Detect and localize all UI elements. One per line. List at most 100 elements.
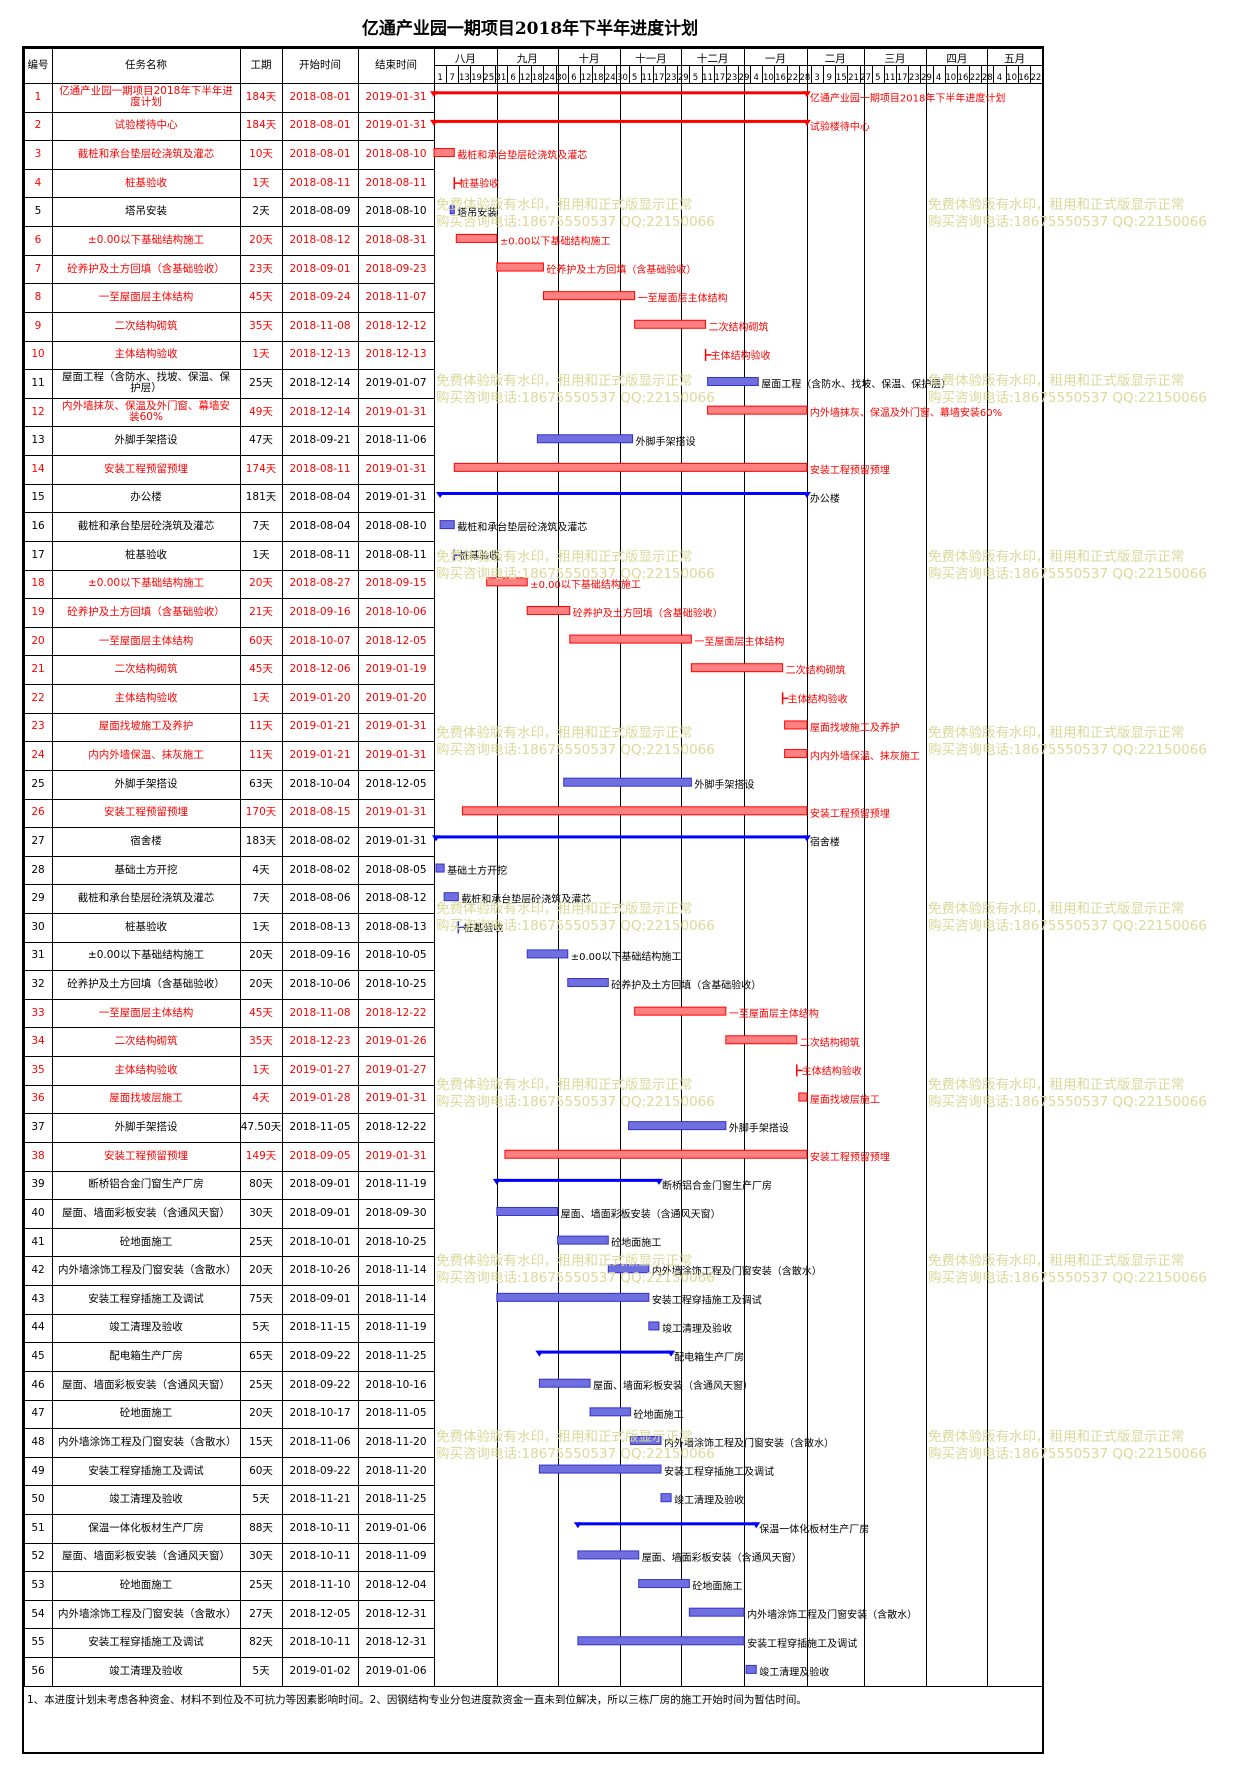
task-end: 2018-11-25 bbox=[365, 1493, 427, 1506]
grid-line bbox=[24, 912, 434, 914]
task-start: 2018-11-05 bbox=[289, 1121, 351, 1134]
bar-label: 截桩和承台垫层砼浇筑及灌芯 bbox=[457, 149, 587, 162]
grid-line bbox=[24, 283, 434, 285]
bar-label: 内内外墙保温、抹灰施工 bbox=[810, 750, 920, 763]
task-duration: 35天 bbox=[249, 319, 273, 332]
task-bar bbox=[496, 262, 544, 272]
day-label: 24 bbox=[604, 73, 616, 83]
row-no: 22 bbox=[31, 691, 45, 704]
task-end: 2018-10-06 bbox=[365, 605, 427, 618]
day-label: 11 bbox=[641, 73, 653, 83]
task-end: 2018-11-06 bbox=[365, 434, 427, 447]
task-end: 2018-12-22 bbox=[365, 1006, 427, 1019]
month-label: 八月 bbox=[454, 53, 476, 65]
month-label: 十一月 bbox=[635, 53, 667, 65]
task-end: 2019-01-31 bbox=[365, 119, 427, 132]
grid-line bbox=[434, 48, 435, 1686]
task-start: 2018-11-10 bbox=[289, 1579, 351, 1592]
header-start: 开始时间 bbox=[299, 59, 341, 71]
task-duration: 20天 bbox=[249, 1264, 273, 1277]
day-label: 3 bbox=[814, 73, 820, 83]
task-end: 2018-12-13 bbox=[365, 348, 427, 361]
task-bar bbox=[630, 1435, 662, 1445]
row-no: 26 bbox=[31, 806, 45, 819]
summary-cap bbox=[432, 835, 441, 842]
row-no: 3 bbox=[34, 148, 42, 161]
day-label: 29 bbox=[921, 73, 932, 83]
grid-line bbox=[24, 1084, 434, 1086]
task-duration: 47天 bbox=[249, 434, 273, 447]
bar-label: 外脚手架搭设 bbox=[694, 778, 754, 791]
task-duration: 25天 bbox=[249, 1378, 273, 1391]
bar-label: 砼养护及土方回填（含基础验收） bbox=[611, 979, 761, 992]
summary-cap bbox=[492, 1178, 501, 1185]
task-bar bbox=[461, 806, 808, 816]
task-end: 2018-08-13 bbox=[365, 920, 427, 933]
task-bar bbox=[557, 1235, 609, 1245]
task-start: 2018-08-01 bbox=[289, 90, 351, 103]
grid-line bbox=[282, 48, 283, 1686]
grid-line bbox=[24, 426, 434, 428]
task-bar bbox=[577, 1550, 640, 1560]
task-start: 2018-08-01 bbox=[289, 119, 351, 132]
row-no: 15 bbox=[31, 491, 45, 504]
grid-line bbox=[24, 140, 434, 142]
grid-line bbox=[677, 65, 679, 83]
grid-line bbox=[24, 311, 434, 313]
task-end: 2018-11-14 bbox=[365, 1292, 427, 1305]
bar-label: 外脚手架搭设 bbox=[729, 1122, 789, 1135]
bar-label: 砼养护及土方回填（含基础验收） bbox=[546, 263, 696, 276]
task-duration: 5天 bbox=[252, 1493, 270, 1506]
task-name: 一至屋面层主体结构 bbox=[98, 1006, 194, 1019]
task-duration: 184天 bbox=[245, 119, 277, 132]
day-label: 22 bbox=[787, 73, 799, 83]
task-start: 2019-01-21 bbox=[289, 749, 351, 762]
summary-bar bbox=[539, 1350, 672, 1354]
bar-label: 试验楼待中心 bbox=[810, 120, 870, 133]
task-start: 2018-09-22 bbox=[289, 1464, 351, 1477]
day-label: 19 bbox=[471, 73, 482, 83]
task-duration: 20天 bbox=[249, 577, 273, 590]
day-label: 6 bbox=[510, 73, 516, 83]
task-start: 2018-08-06 bbox=[289, 892, 351, 905]
task-start: 2018-10-17 bbox=[289, 1407, 351, 1420]
summary-bar bbox=[496, 1178, 659, 1182]
summary-cap bbox=[752, 1522, 761, 1529]
task-bar bbox=[542, 291, 636, 301]
task-duration: 35天 bbox=[249, 1035, 273, 1048]
task-bar bbox=[688, 1607, 745, 1617]
task-end: 2018-10-25 bbox=[365, 978, 427, 991]
task-name: 外脚手架搭设 bbox=[114, 777, 178, 790]
task-start: 2018-08-11 bbox=[289, 548, 351, 561]
task-end: 2019-01-31 bbox=[365, 749, 427, 762]
task-name: 内外墙涂饰工程及门窗安装（含散水） bbox=[58, 1264, 237, 1277]
grid-line bbox=[689, 65, 691, 83]
task-start: 2018-10-11 bbox=[289, 1550, 351, 1563]
grid-line bbox=[24, 970, 434, 972]
task-end: 2018-11-05 bbox=[365, 1407, 427, 1420]
summary-bar bbox=[577, 1522, 757, 1526]
summary-cap bbox=[430, 91, 438, 98]
row-no: 9 bbox=[34, 319, 42, 332]
task-duration: 25天 bbox=[249, 1235, 273, 1248]
task-start: 2018-12-06 bbox=[289, 663, 351, 676]
grid-line bbox=[24, 598, 434, 600]
month-label: 四月 bbox=[946, 53, 968, 65]
row-no: 23 bbox=[31, 720, 45, 733]
bar-label: 屋面、墙面彩板安装（含通风天窗） bbox=[642, 1551, 802, 1564]
row-no: 20 bbox=[31, 634, 45, 647]
task-bar bbox=[707, 405, 808, 415]
grid-line bbox=[24, 1571, 434, 1573]
task-name: 屋面找坡层施工 bbox=[109, 1092, 183, 1105]
grid-line bbox=[482, 65, 484, 83]
task-bar bbox=[449, 205, 455, 215]
task-name: 砼地面施工 bbox=[119, 1579, 173, 1592]
task-bar bbox=[784, 720, 808, 730]
grid-line bbox=[926, 48, 928, 1686]
grid-line bbox=[24, 48, 1042, 49]
row-no: 10 bbox=[31, 348, 45, 361]
bar-label: 竣工清理及验收 bbox=[662, 1322, 732, 1335]
grid-line bbox=[506, 65, 508, 83]
task-name: 桩基验收 bbox=[125, 920, 167, 933]
